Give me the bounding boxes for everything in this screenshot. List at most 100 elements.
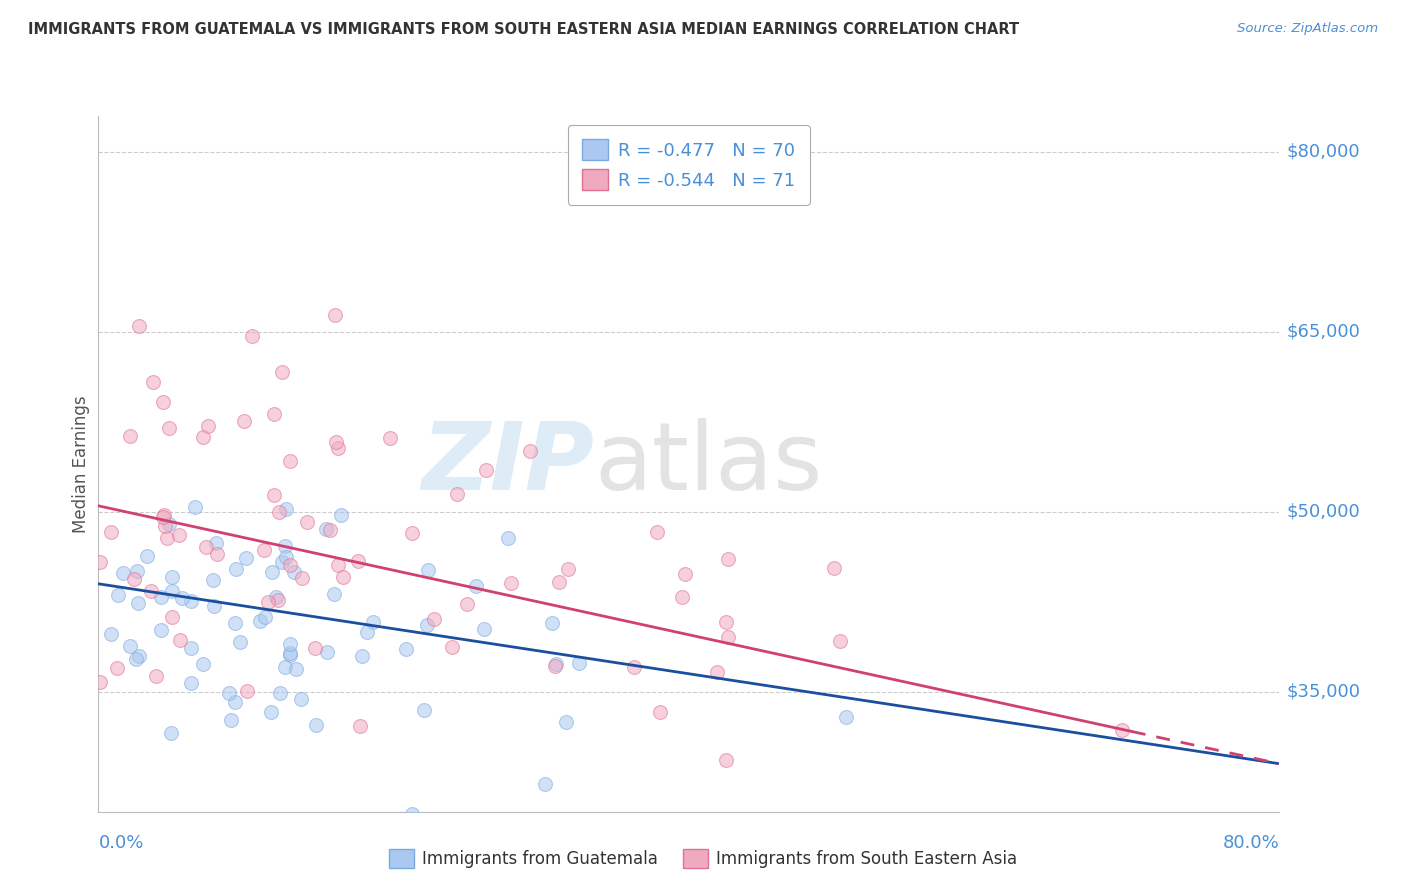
Point — [240, 329, 263, 343]
Point — [440, 640, 463, 654]
Point — [172, 591, 194, 605]
Text: $35,000: $35,000 — [1286, 682, 1361, 701]
Point — [717, 630, 740, 644]
Point — [195, 540, 218, 554]
Point — [120, 639, 142, 653]
Text: $50,000: $50,000 — [1286, 503, 1360, 521]
Point — [1111, 723, 1133, 737]
Point — [547, 574, 569, 589]
Legend: Immigrants from Guatemala, Immigrants from South Eastern Asia: Immigrants from Guatemala, Immigrants fr… — [382, 843, 1024, 875]
Point — [648, 705, 671, 719]
Point — [278, 454, 301, 468]
Point — [273, 539, 295, 553]
Point — [180, 594, 202, 608]
Point — [263, 407, 285, 421]
Point — [416, 618, 439, 632]
Text: $65,000: $65,000 — [1286, 323, 1361, 341]
Point — [418, 563, 440, 577]
Point — [269, 505, 291, 519]
Point — [274, 501, 297, 516]
Point — [233, 413, 256, 427]
Point — [352, 648, 374, 663]
Point — [472, 622, 495, 636]
Point — [100, 627, 122, 641]
Point — [271, 366, 294, 380]
Point — [162, 583, 184, 598]
Point — [152, 395, 174, 409]
Point — [162, 609, 184, 624]
Point — [828, 634, 851, 648]
Point — [278, 558, 301, 573]
Point — [347, 554, 370, 568]
Point — [263, 488, 285, 502]
Point — [499, 575, 522, 590]
Point — [157, 420, 180, 434]
Point — [149, 590, 172, 604]
Point — [264, 591, 287, 605]
Point — [714, 753, 737, 767]
Point — [235, 550, 257, 565]
Point — [107, 588, 129, 602]
Point — [205, 548, 228, 562]
Point — [160, 570, 183, 584]
Point — [218, 686, 240, 700]
Point — [706, 665, 728, 679]
Point — [125, 564, 148, 578]
Point — [673, 567, 696, 582]
Point — [259, 705, 281, 719]
Point — [533, 777, 555, 791]
Point — [253, 543, 276, 558]
Point — [145, 669, 167, 683]
Point — [623, 660, 645, 674]
Point — [305, 718, 328, 732]
Point — [205, 535, 228, 549]
Point — [89, 675, 111, 690]
Point — [328, 558, 350, 573]
Point — [423, 612, 446, 626]
Point — [645, 525, 668, 540]
Point — [156, 531, 179, 545]
Point — [544, 659, 567, 673]
Point — [224, 615, 246, 630]
Point — [124, 572, 146, 586]
Point — [278, 647, 301, 661]
Point — [267, 593, 290, 607]
Text: $80,000: $80,000 — [1286, 143, 1360, 161]
Y-axis label: Median Earnings: Median Earnings — [72, 395, 90, 533]
Point — [120, 429, 142, 443]
Point — [274, 659, 297, 673]
Point — [315, 522, 337, 536]
Text: Source: ZipAtlas.com: Source: ZipAtlas.com — [1237, 22, 1378, 36]
Point — [717, 552, 740, 566]
Point — [413, 703, 436, 717]
Text: 0.0%: 0.0% — [98, 834, 143, 852]
Point — [152, 510, 174, 524]
Point — [169, 633, 191, 648]
Point — [330, 508, 353, 523]
Point — [325, 435, 347, 450]
Point — [401, 525, 423, 540]
Text: 80.0%: 80.0% — [1223, 834, 1279, 852]
Point — [496, 532, 519, 546]
Point — [378, 431, 401, 445]
Text: ZIP: ZIP — [422, 417, 595, 510]
Point — [446, 487, 468, 501]
Point — [184, 500, 207, 514]
Point — [519, 444, 541, 458]
Point — [224, 695, 246, 709]
Point — [105, 661, 128, 675]
Point — [257, 595, 280, 609]
Point — [283, 565, 305, 579]
Point — [323, 308, 346, 322]
Point — [180, 641, 202, 656]
Text: atlas: atlas — [595, 417, 823, 510]
Point — [193, 657, 215, 672]
Point — [291, 571, 314, 585]
Point — [236, 684, 259, 698]
Point — [229, 634, 252, 648]
Point — [304, 640, 326, 655]
Point — [557, 562, 579, 576]
Point — [249, 614, 271, 628]
Point — [111, 566, 134, 580]
Point — [361, 615, 384, 629]
